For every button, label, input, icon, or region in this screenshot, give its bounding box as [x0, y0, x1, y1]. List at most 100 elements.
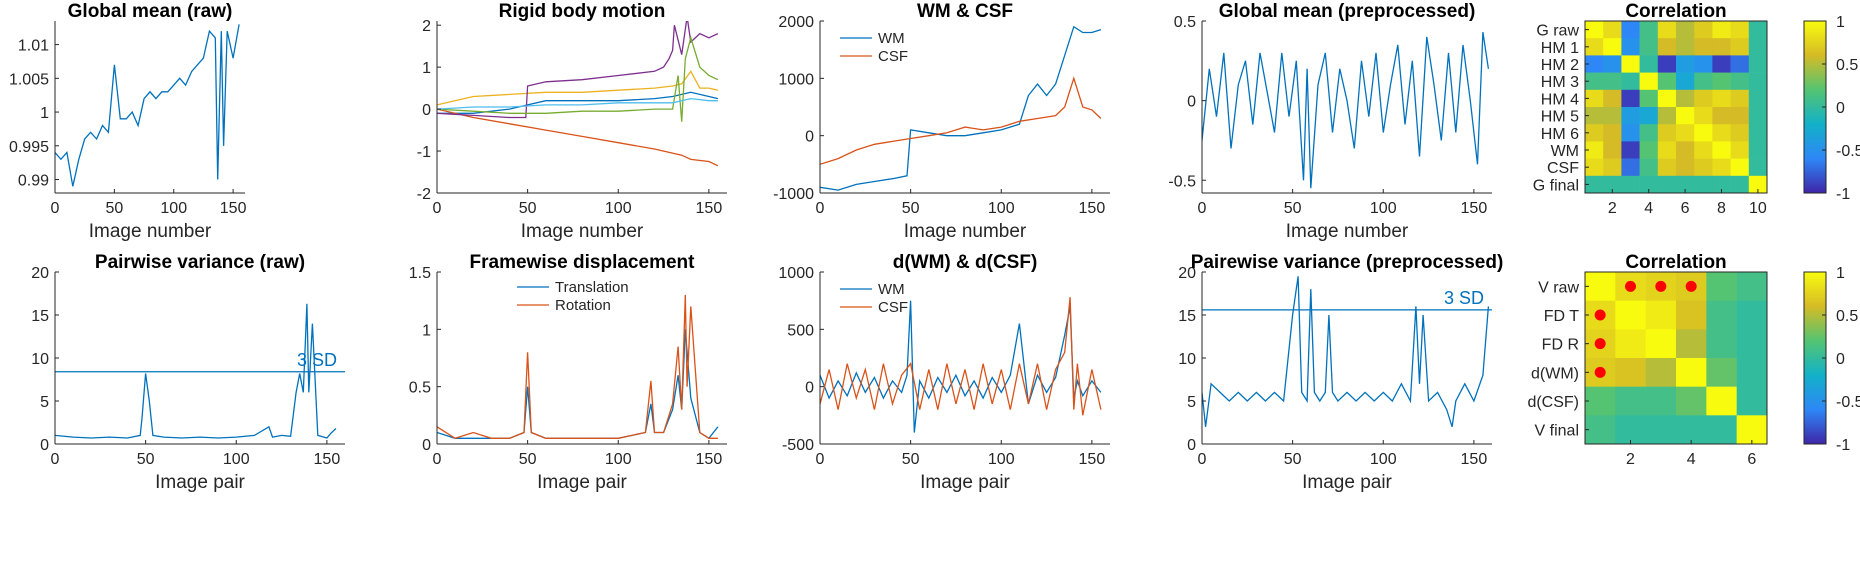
heatmap-cell: [1736, 329, 1768, 359]
heatmap-cell: [1712, 72, 1731, 91]
series-line-0: [55, 24, 240, 187]
y-tick-label: 20: [31, 265, 49, 282]
heatmap-cell: [1730, 124, 1750, 142]
row-label: d(WM): [1531, 365, 1579, 382]
heatmap-cell: [1748, 21, 1768, 39]
heatmap-cell: [1615, 415, 1646, 445]
heatmap-cell: [1730, 38, 1750, 56]
heatmap-cell: [1639, 21, 1659, 39]
heatmap-cell: [1657, 141, 1677, 159]
heatmap-cell: [1736, 358, 1768, 387]
heatmap-cell: [1645, 358, 1677, 387]
heatmap-cell: [1676, 158, 1695, 177]
row-label: FD T: [1544, 308, 1579, 325]
heatmap-cell: [1676, 124, 1695, 142]
y-tick-label: 15: [31, 308, 49, 325]
heatmap-cell: [1657, 72, 1677, 91]
x-tick-label: 50: [1284, 200, 1302, 217]
chart-title: Pairwise variance (raw): [95, 252, 305, 273]
heatmap-cell: [1621, 89, 1640, 108]
heatmap-cell: [1621, 124, 1640, 142]
x-tick-label: 150: [1079, 200, 1106, 217]
heatmap-cell: [1639, 141, 1659, 159]
y-tick-label: 0.5: [1174, 14, 1196, 31]
chart-title: Correlation: [1625, 252, 1726, 273]
heatmap-cell: [1657, 107, 1677, 125]
x-tick-label: 6: [1681, 200, 1690, 217]
y-tick-label: 1000: [778, 265, 814, 282]
y-tick-label: 0: [1187, 437, 1196, 454]
heatmap-cell: [1694, 38, 1713, 56]
x-tick-label: 2: [1608, 200, 1617, 217]
heatmap-cell: [1585, 72, 1604, 91]
x-tick-label: 50: [902, 451, 920, 468]
row-label: CSF: [1547, 160, 1579, 177]
heatmap-cell: [1676, 141, 1695, 159]
chart-title: WM & CSF: [917, 1, 1013, 22]
heatmap-cell: [1676, 358, 1707, 387]
heatmap-cell: [1621, 72, 1640, 91]
heatmap-cell: [1639, 55, 1659, 73]
row-label: WM: [1551, 143, 1579, 160]
y-tick-label: 1000: [778, 71, 814, 88]
y-tick-label: 10: [31, 351, 49, 368]
series-line-0: [820, 25, 1102, 191]
y-tick-label: 0: [1187, 94, 1196, 111]
heatmap-cell: [1585, 55, 1604, 73]
y-tick-label: 0: [40, 437, 49, 454]
heatmap-cell: [1603, 175, 1622, 194]
y-tick-label: 0.5: [409, 380, 431, 397]
heatmap-cell: [1706, 329, 1737, 359]
heatmap-cell: [1676, 329, 1707, 359]
x-tick-label: 50: [519, 200, 537, 217]
chart-title: Pairewise variance (preprocessed): [1191, 252, 1504, 273]
heatmap-cell: [1639, 158, 1659, 177]
y-tick-label: -1: [417, 144, 431, 161]
heatmap-cell: [1748, 107, 1768, 125]
y-tick-label: -1000: [773, 186, 814, 203]
y-tick-label: 0.995: [9, 139, 49, 156]
y-tick-label: 2000: [778, 14, 814, 31]
heatmap-cell: [1585, 124, 1604, 142]
heatmap-cell: [1657, 175, 1677, 194]
heatmap-cell: [1748, 55, 1768, 73]
heatmap-cell: [1639, 89, 1659, 108]
heatmap-cell: [1657, 55, 1677, 73]
heatmap-cell: [1676, 72, 1695, 91]
x-tick-label: 150: [696, 451, 723, 468]
heatmap-cell: [1676, 175, 1695, 194]
heatmap-cell: [1730, 89, 1750, 108]
heatmap-cell: [1645, 300, 1677, 330]
legend-entry-0: Translation: [555, 279, 629, 296]
colorbar-tick-label: -1: [1836, 437, 1850, 454]
colorbar-tick-label: 1: [1836, 14, 1845, 31]
series-line-2: [437, 70, 719, 106]
colorbar-tick-label: -0.5: [1836, 143, 1860, 160]
y-tick-label: -500: [782, 437, 814, 454]
x-axis-label: Image number: [521, 221, 644, 242]
heatmap-cell: [1603, 38, 1622, 56]
heatmap-cell: [1585, 141, 1604, 159]
chart-title: Global mean (preprocessed): [1219, 1, 1476, 22]
series-line-0: [1202, 276, 1490, 427]
heatmap-cell: [1657, 158, 1677, 177]
heatmap-cell: [1694, 141, 1713, 159]
y-tick-label: 5: [40, 394, 49, 411]
row-label: G final: [1533, 177, 1579, 194]
x-tick-label: 8: [1717, 200, 1726, 217]
heatmap-cell: [1585, 21, 1604, 39]
x-tick-label: 0: [1198, 200, 1207, 217]
x-tick-label: 50: [105, 200, 123, 217]
legend-entry-1: CSF: [878, 48, 908, 65]
y-tick-label: 1.5: [409, 265, 431, 282]
y-tick-label: 15: [1178, 308, 1196, 325]
x-tick-label: 150: [220, 200, 247, 217]
x-tick-label: 150: [1461, 200, 1488, 217]
heatmap-cell: [1621, 38, 1640, 56]
colorbar-tick-label: -1: [1836, 186, 1850, 203]
chart-title: Global mean (raw): [68, 1, 233, 22]
